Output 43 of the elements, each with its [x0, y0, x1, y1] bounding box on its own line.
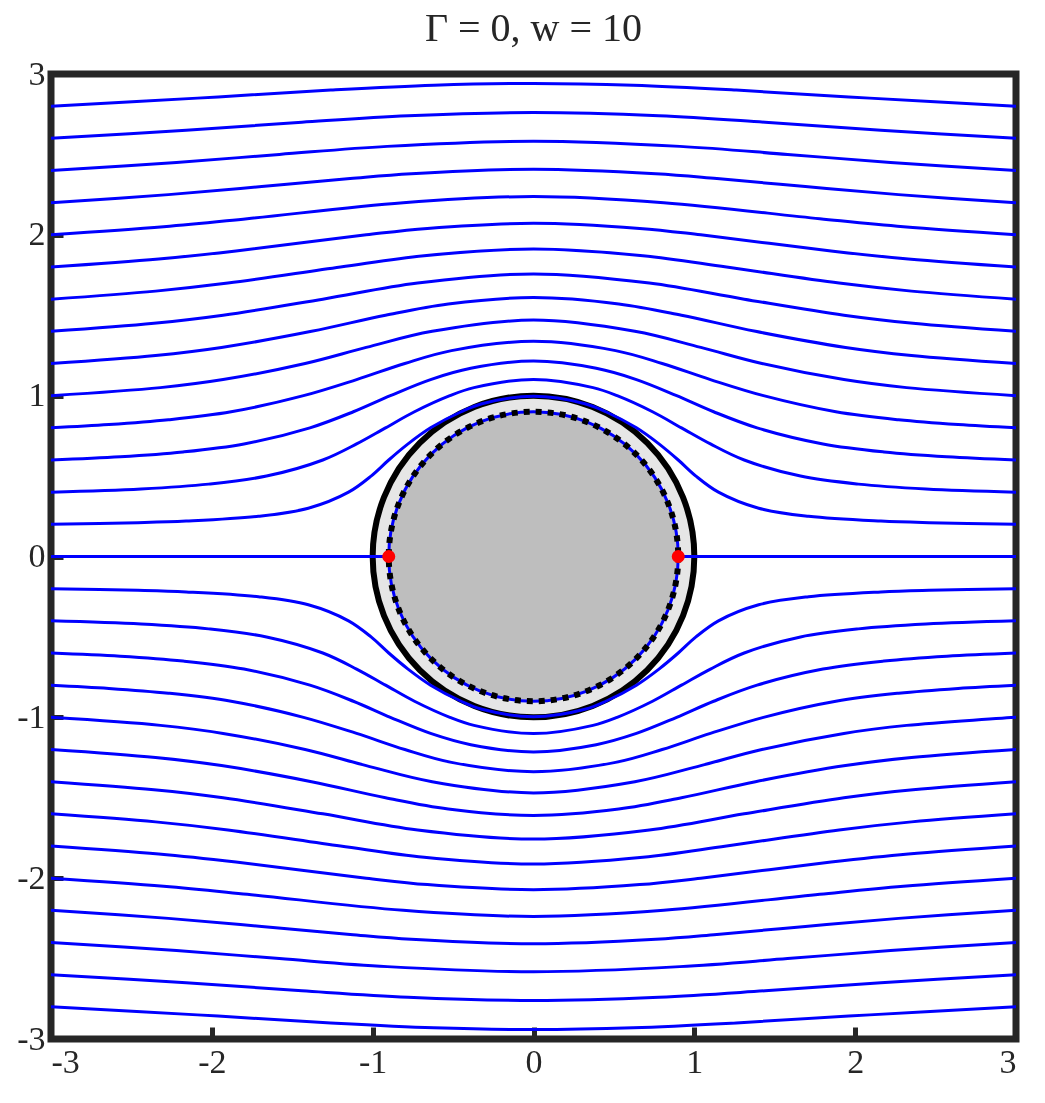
line-series	[51, 377, 1016, 494]
line-series	[51, 941, 1016, 974]
line-series	[51, 272, 1016, 333]
line-series	[51, 651, 1016, 754]
line-series	[51, 876, 1016, 918]
line-series	[51, 221, 1016, 269]
line-series	[51, 318, 1016, 398]
x-tick-label: -1	[359, 1042, 388, 1080]
line-series	[51, 844, 1016, 892]
y-tick-label: 3	[28, 54, 46, 92]
y-tick-label: 1	[28, 376, 46, 414]
x-tick-label: 0	[525, 1042, 543, 1080]
y-tick-label: -3	[17, 1019, 46, 1057]
line-series	[51, 1005, 1016, 1032]
x-tick-label: 1	[686, 1042, 704, 1080]
y-tick-label: 0	[28, 537, 46, 574]
line-series	[51, 296, 1016, 365]
line-series	[51, 394, 1016, 526]
chart-title: Γ = 0, w = 10	[424, 5, 643, 50]
line-series	[51, 359, 1016, 462]
y-tick-label: -2	[17, 858, 46, 896]
line-series	[51, 139, 1016, 172]
x-tick-label: 3	[999, 1042, 1017, 1080]
x-tick-label: -2	[198, 1042, 227, 1080]
line-series	[51, 195, 1016, 237]
line-series	[51, 973, 1016, 1002]
line-series	[51, 715, 1016, 795]
line-series	[51, 167, 1016, 205]
line-series	[51, 247, 1016, 301]
line-series	[51, 748, 1016, 817]
x-tick-label: -3	[51, 1042, 80, 1080]
line-series	[51, 780, 1016, 841]
line-series	[51, 339, 1016, 430]
line-series	[51, 587, 1016, 719]
line-series	[51, 812, 1016, 866]
y-tick-label: 2	[28, 215, 46, 253]
y-tick-label: -1	[17, 697, 46, 735]
line-series	[51, 619, 1016, 736]
line-series	[51, 683, 1016, 774]
line-series	[51, 908, 1016, 946]
line-series	[51, 111, 1016, 140]
line-series	[51, 81, 1016, 108]
x-tick-label: 2	[847, 1042, 865, 1080]
